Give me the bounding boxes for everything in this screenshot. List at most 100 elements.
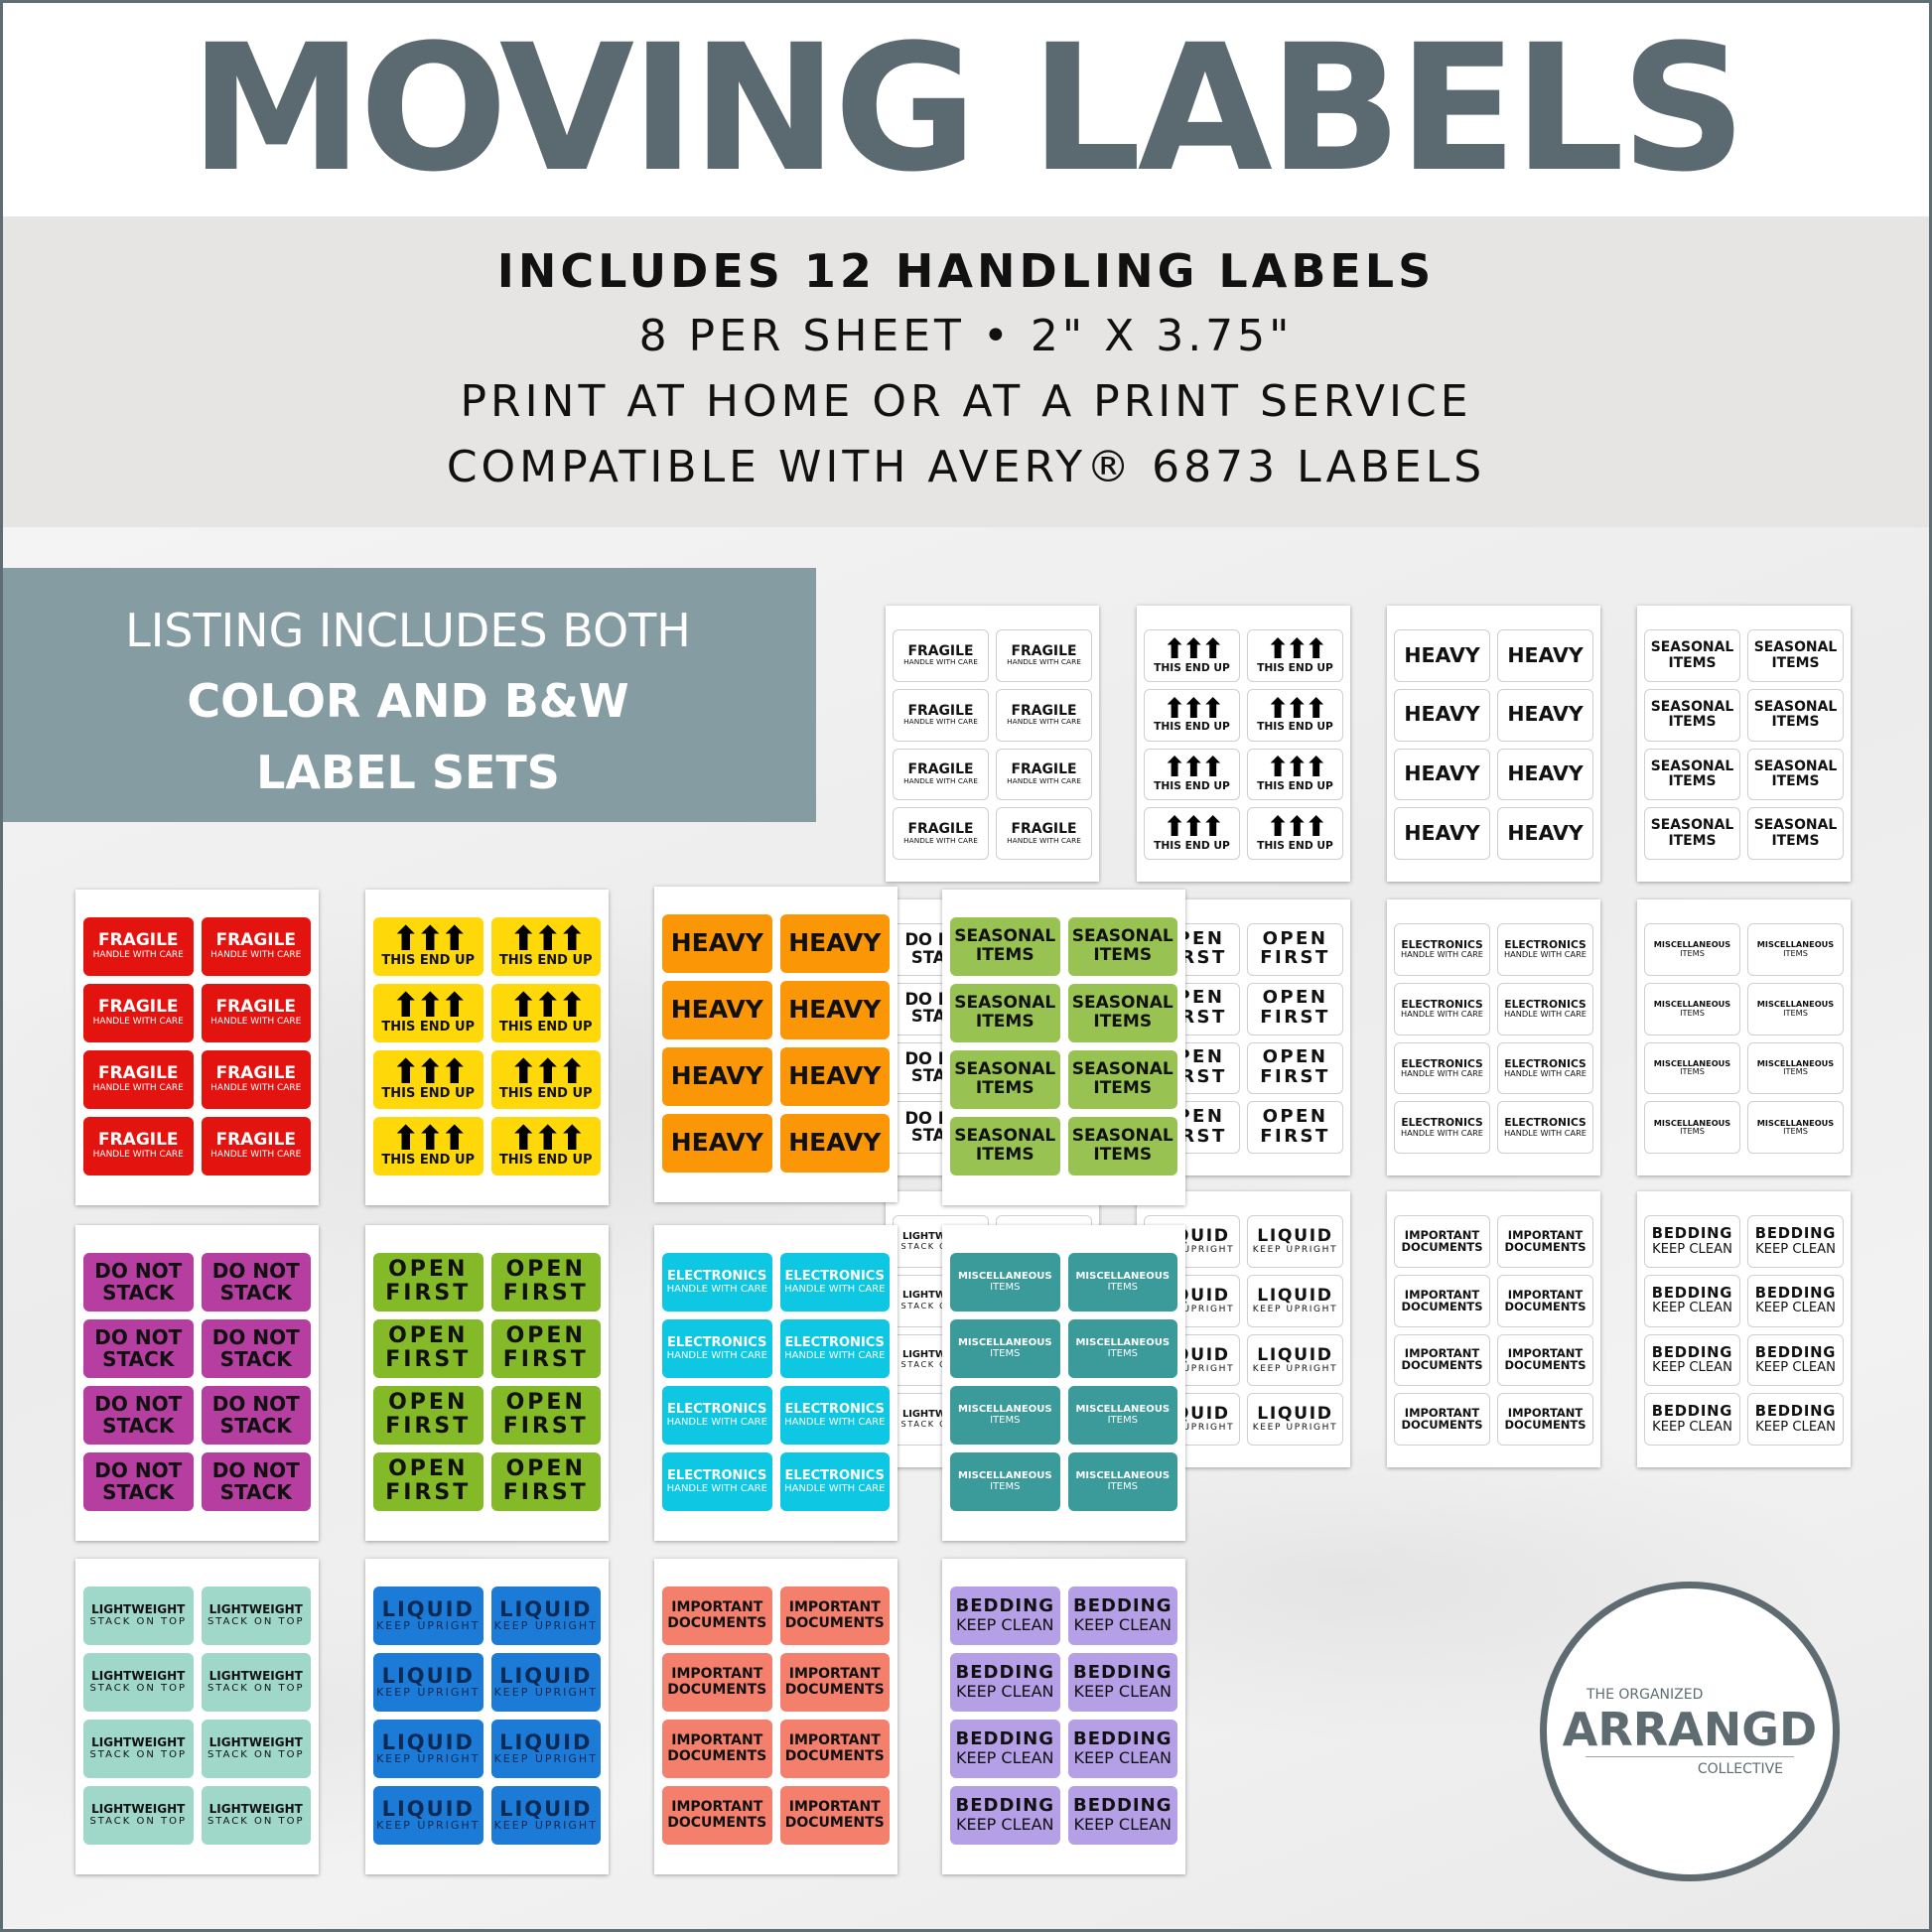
label-fragile: FRAGILE HANDLE WITH CARE — [201, 1050, 311, 1109]
label-sub-text: DOCUMENTS — [1401, 1418, 1483, 1433]
label-main-text: MISCELLANEOUS — [1653, 1057, 1731, 1068]
label-this-end-up: ⬆⬆⬆ THIS END UP — [373, 1050, 483, 1109]
label-sub-text: STACK — [102, 1413, 175, 1438]
label-main-text: SEASONAL — [1650, 698, 1734, 715]
label-sub-text: HANDLE WITH CARE — [210, 1017, 302, 1028]
label-sub-text: DOCUMENTS — [667, 1614, 767, 1631]
label-sub-text: KEEP UPRIGHT — [1252, 1423, 1338, 1434]
label-sub-text: HANDLE WITH CARE — [1007, 717, 1081, 727]
label-sub-text: KEEP CLEAN — [1755, 1301, 1836, 1316]
label-main-text: BEDDING — [955, 1594, 1054, 1616]
label-sub-text: KEEP UPRIGHT — [1149, 1363, 1235, 1374]
label-fragile: FRAGILE HANDLE WITH CARE — [83, 1050, 194, 1109]
label-main-text: FRAGILE — [1011, 702, 1077, 719]
label-main-text: HEAVY — [788, 928, 882, 958]
label-main-text: FRAGILE — [97, 930, 179, 951]
logo-rule — [1586, 1755, 1794, 1757]
label-main-text: DO NOT — [94, 1324, 183, 1349]
label-sub-text: FIRST — [385, 1347, 472, 1373]
label-sub-text: KEEP UPRIGHT — [1252, 1363, 1338, 1374]
label-main-text: HEAVY — [670, 1061, 763, 1091]
up-arrows-icon: ⬆⬆⬆ — [1163, 692, 1224, 724]
label-sub-text: FIRST — [1260, 1065, 1330, 1087]
label-sub-text: HANDLE WITH CARE — [1007, 775, 1081, 785]
label-sub-text: ITEMS — [1668, 714, 1717, 731]
logo-top-text: THE ORGANIZED — [1587, 1686, 1704, 1703]
label-heavy: HEAVY — [1497, 748, 1593, 801]
label-open-first: OPEN FIRST — [1247, 1041, 1343, 1095]
label-sub-text: HANDLE WITH CARE — [903, 775, 978, 785]
label-main-text: ELECTRONICS — [784, 1268, 885, 1284]
label-sub-text: HANDLE WITH CARE — [92, 1083, 184, 1094]
label-sub-text: ITEMS — [1680, 1066, 1705, 1077]
label-main-text: DO NOT — [94, 1391, 183, 1416]
label-this-end-up: ⬆⬆⬆ THIS END UP — [490, 917, 601, 976]
label-sub-text: ITEMS — [1771, 773, 1820, 790]
label-sub-text: KEEP CLEAN — [1073, 1681, 1173, 1701]
color-sheet-important: IMPORTANT DOCUMENTS IMPORTANT DOCUMENTS IMPO… — [654, 1559, 897, 1874]
label-sub-text: KEEP UPRIGHT — [376, 1819, 481, 1833]
bw-sheet-heavy: HEAVY HEAVY HEAVY HEAVY HEAVY HEAVY HEAVY HEAVY — [1387, 606, 1600, 882]
label-bedding: BEDDING KEEP CLEAN — [1747, 1393, 1844, 1446]
label-main-text: BEDDING — [955, 1794, 1054, 1816]
label-main-text: HEAVY — [1507, 761, 1584, 786]
label-sub-text: THIS END UP — [381, 1020, 476, 1035]
color-sheet-do-not-stack: DO NOT STACK DO NOT STACK DO NOT STACK DO NOT S… — [75, 1225, 319, 1541]
label-sub-text: ITEMS — [1093, 1011, 1153, 1032]
label-bedding: BEDDING KEEP CLEAN — [1644, 1215, 1740, 1268]
label-main-text: HEAVY — [1404, 761, 1480, 786]
label-sub-text: HANDLE WITH CARE — [1504, 1009, 1587, 1019]
label-main-text: FRAGILE — [97, 997, 179, 1018]
label-main-text: ELECTRONICS — [784, 1334, 885, 1350]
label-main-text: ELECTRONICS — [667, 1334, 767, 1350]
label-sub-text: HANDLE WITH CARE — [784, 1283, 886, 1295]
label-main-text: MISCELLANEOUS — [1075, 1270, 1171, 1282]
label-main-text: FRAGILE — [1011, 761, 1077, 778]
label-seasonal: SEASONAL ITEMS — [1067, 984, 1177, 1042]
label-main-text: BEDDING — [1073, 1594, 1173, 1616]
label-sub-text: DOCUMENTS — [784, 1681, 885, 1698]
label-sub-text: HANDLE WITH CARE — [1504, 1127, 1587, 1138]
label-bedding: BEDDING KEEP CLEAN — [1747, 1215, 1844, 1268]
label-main-text: OPEN — [1262, 987, 1328, 1009]
label-main-text: MISCELLANEOUS — [1653, 999, 1731, 1010]
label-main-text: LIQUID — [381, 1797, 475, 1822]
info-band: INCLUDES 12 HANDLING LABELS 8 PER SHEET … — [0, 216, 1932, 527]
color-sheet-fragile: FRAGILE HANDLE WITH CARE FRAGILE HANDLE WIT… — [75, 890, 319, 1205]
label-main-text: MISCELLANEOUS — [957, 1403, 1052, 1415]
label-sub-text: HANDLE WITH CARE — [210, 950, 302, 961]
label-sub-text: HANDLE WITH CARE — [1401, 1067, 1483, 1078]
label-sub-text: KEEP CLEAN — [955, 1614, 1054, 1634]
arrangd-logo: THE ORGANIZED ARRANGD COLLECTIVE — [1540, 1582, 1840, 1881]
label-sub-text: KEEP UPRIGHT — [493, 1819, 598, 1833]
label-main-text: ELECTRONICS — [667, 1467, 767, 1483]
label-miscellaneous: MISCELLANEOUS ITEMS — [1644, 923, 1740, 976]
label-fragile: FRAGILE HANDLE WITH CARE — [201, 917, 311, 976]
label-main-text: BEDDING — [1651, 1403, 1733, 1421]
label-sub-text: DOCUMENTS — [784, 1747, 885, 1764]
label-bedding: BEDDING KEEP CLEAN — [950, 1653, 1060, 1712]
label-sub-text: ITEMS — [1093, 944, 1153, 965]
up-arrows-icon: ⬆⬆⬆ — [1266, 752, 1327, 783]
label-heavy: HEAVY — [1394, 807, 1490, 860]
label-sets-banner: LISTING INCLUDES BOTH COLOR AND B&W LABE… — [0, 568, 816, 822]
label-this-end-up: ⬆⬆⬆ THIS END UP — [1247, 688, 1343, 742]
label-sub-text: FIRST — [1260, 1125, 1330, 1147]
label-main-text: LIGHTWEIGHT — [901, 1230, 980, 1242]
page-title: MOVING LABELS — [189, 6, 1746, 210]
label-main-text: LIQUID — [1257, 1404, 1333, 1425]
label-sub-text: ITEMS — [990, 1481, 1021, 1492]
label-fragile: FRAGILE HANDLE WITH CARE — [996, 629, 1092, 682]
label-heavy: HEAVY — [662, 914, 772, 973]
label-liquid: LIQUID KEEP UPRIGHT — [1247, 1215, 1343, 1268]
label-important: IMPORTANT DOCUMENTS — [779, 1587, 890, 1645]
label-electronics: ELECTRONICS HANDLE WITH CARE — [1394, 982, 1490, 1035]
color-sheet-seasonal: SEASONAL ITEMS SEASONAL ITEMS SEASONAL ITEMS S… — [942, 890, 1185, 1205]
label-main-text: FRAGILE — [907, 761, 974, 778]
label-seasonal: SEASONAL ITEMS — [1747, 629, 1844, 682]
label-liquid: LIQUID KEEP UPRIGHT — [1247, 1274, 1343, 1327]
label-sub-text: STACK ON TOP — [900, 1359, 981, 1370]
